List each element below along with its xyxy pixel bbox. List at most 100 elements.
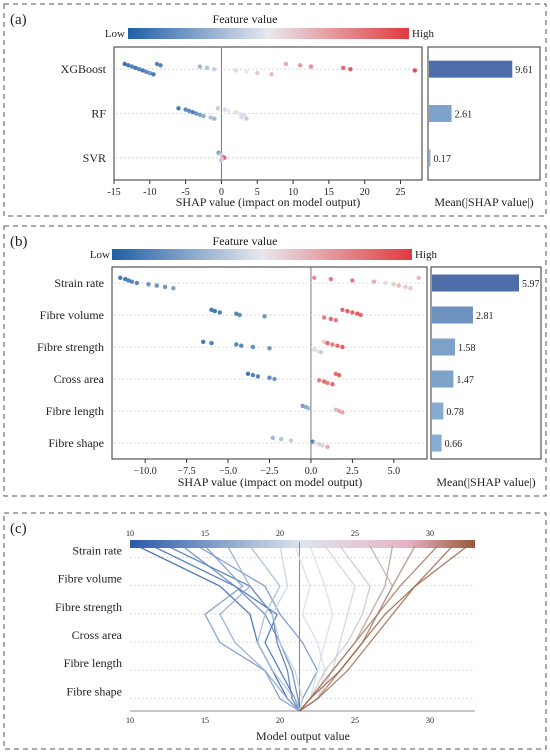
bottom-tick-label: 25 <box>351 716 359 725</box>
panel-a-colorbar <box>128 28 409 39</box>
panel-a-border <box>3 3 547 217</box>
feature-label: Fibre volume <box>40 308 104 322</box>
shap-point <box>176 106 181 111</box>
shap-point <box>244 116 249 121</box>
shap-point <box>129 279 135 284</box>
shap-point <box>267 375 272 380</box>
panel-b-bar-frame <box>430 266 542 460</box>
x-tick-label: 2.5 <box>346 466 359 477</box>
mean-shap-value: 2.61 <box>455 110 473 121</box>
mean-shap-bar <box>429 60 513 78</box>
bottom-tick-label: 10 <box>126 716 134 725</box>
panel-b-plot-frame <box>111 266 428 460</box>
shap-point <box>269 72 274 77</box>
shap-point <box>371 279 377 284</box>
shap-point <box>126 63 131 68</box>
x-tick-label: 5.0 <box>388 466 401 477</box>
x-tick-label: −7.5 <box>178 466 196 477</box>
shap-point <box>403 284 408 290</box>
feature-label: Strain rate <box>54 276 104 290</box>
shap-point <box>333 407 339 412</box>
shap-point <box>239 115 244 120</box>
top-tick-label: 20 <box>276 529 284 538</box>
feature-label: Cross area <box>72 628 123 642</box>
shap-point <box>255 70 260 76</box>
top-tick-label: 10 <box>126 529 134 538</box>
shap-point <box>340 410 345 415</box>
shap-point <box>122 61 127 67</box>
shap-point <box>147 70 153 76</box>
shap-point <box>144 69 149 74</box>
shap-point <box>237 312 242 318</box>
shap-point <box>234 311 239 316</box>
panel-a-xlabel: SHAP value (impact on model output) <box>176 195 361 209</box>
feature-label: Fibre length <box>64 656 122 670</box>
x-tick-label: −2.5 <box>260 466 278 477</box>
mean-shap-bar <box>429 149 431 167</box>
shap-point <box>350 278 355 283</box>
x-tick-label: −5.0 <box>219 466 237 477</box>
mean-shap-value: 0.17 <box>434 154 452 165</box>
mean-shap-bar <box>432 306 473 324</box>
shap-point <box>348 66 353 72</box>
panel-a-bar-xlabel: Mean(|SHAP value|) <box>434 195 533 209</box>
mean-shap-bar <box>432 370 454 388</box>
decision-path <box>249 545 301 712</box>
panel-c-colorbar <box>130 540 475 548</box>
shap-point <box>391 282 397 287</box>
x-tick-label: 25 <box>396 187 406 198</box>
mean-shap-bar <box>432 338 456 356</box>
shap-point <box>209 340 214 346</box>
shap-point <box>313 440 319 446</box>
shap-point <box>209 307 214 312</box>
shap-point <box>123 276 128 282</box>
panel-a-colorbar-title: Feature value <box>213 12 278 26</box>
shap-point <box>245 371 251 376</box>
shap-point <box>215 106 221 111</box>
shap-point <box>233 68 238 73</box>
shap-point <box>317 442 322 447</box>
shap-point <box>234 342 239 347</box>
x-tick-label: −10.0 <box>134 466 157 477</box>
shap-point <box>325 380 330 386</box>
shap-point <box>200 339 206 344</box>
shap-point <box>197 64 203 69</box>
shap-point <box>355 311 360 316</box>
shap-point <box>151 72 156 77</box>
shap-point <box>300 403 305 408</box>
feature-label: Strain rate <box>72 543 122 557</box>
shap-point <box>345 308 350 314</box>
panel-b-colorbar-high: High <box>415 249 438 261</box>
shap-point <box>278 436 284 442</box>
panel-b-colorbar <box>112 249 412 260</box>
shap-point <box>226 108 231 114</box>
feature-label: SVR <box>83 151 106 165</box>
shap-point <box>201 113 206 119</box>
shap-point <box>262 314 267 319</box>
x-tick-label: 5 <box>255 187 260 198</box>
shap-point <box>298 63 303 68</box>
shap-point <box>408 286 413 291</box>
mean-shap-value: 9.61 <box>515 65 533 76</box>
panel-a-colorbar-low: Low <box>105 28 125 40</box>
mean-shap-bar <box>432 274 519 292</box>
feature-label: Fibre strength <box>37 340 104 354</box>
feature-label: Fibre strength <box>55 600 122 614</box>
shap-point <box>212 308 217 314</box>
shap-point <box>204 65 210 71</box>
shap-point <box>272 376 277 382</box>
shap-point <box>250 344 256 350</box>
shap-point <box>239 343 244 348</box>
mean-shap-bar <box>432 402 444 420</box>
feature-label: RF <box>91 107 106 121</box>
shap-point <box>336 372 342 378</box>
x-tick-label: -5 <box>181 187 189 198</box>
shap-point <box>222 107 228 112</box>
shap-point <box>328 316 334 322</box>
shap-point <box>158 63 163 68</box>
shap-point <box>340 344 345 350</box>
decision-path <box>204 545 300 712</box>
shap-point <box>190 110 195 115</box>
shap-point <box>233 110 238 115</box>
